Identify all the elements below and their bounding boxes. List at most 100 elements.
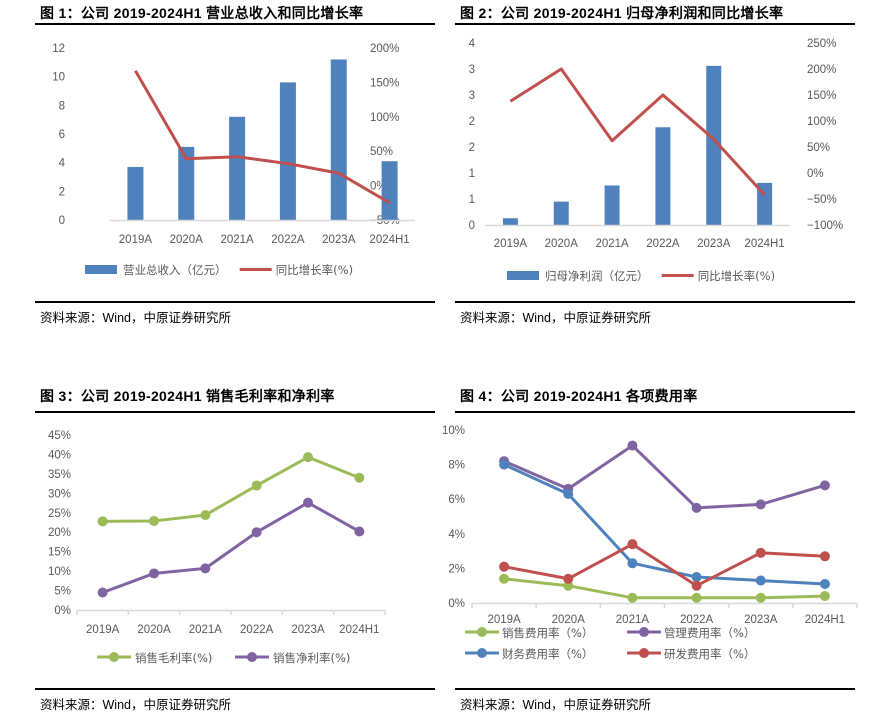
y-left-tick-label: 2 — [469, 142, 475, 154]
y-left-tick-label: 8 — [59, 100, 65, 112]
y-right-tick-label: 150% — [370, 77, 399, 89]
figure-2-chart: 0 1 1 2 2 3 3 4 −100% −50% 0% 50% 100% 150% 200% 250% 20… — [469, 38, 844, 283]
data-point-2023A — [303, 452, 313, 463]
bar-2021A — [604, 185, 620, 225]
growth-rate-line — [509, 67, 766, 196]
bar-2021A — [229, 116, 246, 220]
x-tick-label: 2019A — [487, 614, 521, 626]
data-point-2022A — [691, 580, 702, 591]
figure-1-chart: 024681012−50%0%50%100%150%200%2019A2020A… — [52, 43, 415, 277]
bar-2019A — [502, 218, 518, 225]
y-right-tick-label: 150% — [807, 90, 836, 102]
y-left-tick-label: 0 — [59, 215, 65, 227]
y-left-tick-label: 1 — [469, 168, 475, 180]
x-tick-label: 2021A — [595, 238, 629, 250]
bar-2020A — [553, 201, 569, 225]
data-point-2022A — [251, 480, 262, 491]
bar-2023A — [330, 59, 347, 220]
figure-3-top-rule — [35, 411, 435, 413]
data-point-2021A — [627, 558, 638, 569]
figure-2-source: 资料来源：Wind，中原证券研究所 — [460, 311, 651, 325]
y-left-tick-label: 3 — [469, 90, 475, 102]
y-tick-label: 0% — [448, 598, 465, 610]
figure-1-bottom-rule — [35, 301, 435, 303]
y-right-tick-label: 250% — [807, 38, 836, 50]
data-point-2024H1 — [819, 551, 830, 562]
y-tick-label: 10% — [442, 425, 465, 437]
figure-4-title: 图 4：公司 2019-2024H1 各项费用率 — [460, 388, 698, 404]
figure-2-title: 图 2：公司 2019-2024H1 归母净利润和同比增长率 — [460, 5, 784, 21]
figure-1-title: 图 1：公司 2019-2024H1 营业总收入和同比增长率 — [40, 5, 364, 21]
y-left-tick-label: 4 — [469, 38, 476, 50]
y-left-tick-label: 10 — [52, 72, 65, 84]
data-point-2021A — [627, 440, 638, 451]
data-point-2023A — [755, 592, 766, 603]
y-left-tick-label: 2 — [469, 116, 475, 128]
legend-label: 管理费用率（%） — [664, 626, 755, 640]
data-point-2024H1 — [354, 472, 365, 483]
data-point-2022A — [691, 592, 702, 603]
data-point-2020A — [563, 580, 574, 591]
data-point-2019A — [499, 561, 510, 572]
bar-2024H1 — [757, 182, 773, 225]
x-tick-label: 2021A — [220, 234, 254, 246]
y-tick-label: 15% — [48, 547, 71, 559]
series-line-3 — [503, 542, 825, 588]
legend-label: 研发费用率（%） — [664, 647, 755, 661]
x-tick-label: 2021A — [189, 624, 223, 636]
y-tick-label: 0% — [54, 605, 71, 617]
data-point-2022A — [691, 502, 702, 513]
y-right-tick-label: −100% — [807, 220, 843, 232]
legend-bar-swatch — [507, 271, 539, 280]
x-tick-label: 2022A — [271, 234, 305, 246]
y-right-tick-label: 100% — [370, 112, 399, 124]
figure-3-chart: 0% 5% 10% 15% 20% 25% 30% 35% 40% 45% 2019A 2020A 20… — [48, 430, 386, 665]
y-tick-label: 5% — [54, 586, 71, 598]
y-right-tick-label: 200% — [370, 43, 399, 55]
x-tick-label: 2024H1 — [369, 234, 409, 246]
legend-line-label: 同比增长率(%) — [276, 263, 353, 277]
legend-bar-swatch — [85, 265, 117, 274]
y-tick-label: 40% — [48, 449, 71, 461]
bar-2023A — [706, 65, 722, 225]
legend-swatch-marker — [109, 652, 119, 662]
legend-swatch-marker — [639, 627, 649, 637]
y-left-tick-label: 2 — [59, 186, 65, 198]
y-tick-label: 20% — [48, 527, 71, 539]
y-tick-label: 4% — [448, 529, 465, 541]
bar-2019A — [127, 166, 144, 220]
data-point-2020A — [563, 573, 574, 584]
data-point-2024H1 — [819, 591, 830, 602]
y-tick-label: 2% — [448, 563, 465, 575]
y-left-tick-label: 6 — [59, 129, 65, 141]
x-tick-label: 2023A — [291, 624, 325, 636]
growth-rate-line — [134, 69, 391, 205]
series-line-1 — [102, 501, 361, 594]
y-left-tick-label: 12 — [52, 43, 65, 55]
legend-label: 销售费用率（%） — [502, 626, 593, 640]
legend-line-label: 同比增长率(%) — [698, 269, 775, 283]
y-left-tick-label: 4 — [59, 158, 66, 170]
data-point-2022A — [251, 527, 262, 538]
data-point-2024H1 — [354, 526, 365, 537]
legend-bar-label: 归母净利润（亿元） — [545, 269, 649, 283]
y-tick-label: 25% — [48, 508, 71, 520]
data-point-2024H1 — [819, 578, 830, 589]
data-point-2019A — [499, 459, 510, 470]
y-left-tick-label: 0 — [469, 220, 475, 232]
bar-2022A — [655, 127, 671, 225]
data-point-2019A — [97, 587, 108, 598]
legend-label: 财务费用率（%） — [502, 647, 593, 661]
figure-4-chart: 0% 2% 4% 6% 8% 10% 2019A 2020A 2021A 2022A 2023A 20… — [442, 425, 858, 661]
data-point-2021A — [627, 539, 638, 550]
data-point-2023A — [755, 575, 766, 586]
data-point-2024H1 — [819, 480, 830, 491]
legend-swatch-marker — [639, 648, 649, 658]
data-point-2022A — [691, 572, 702, 583]
x-tick-label: 2020A — [545, 238, 579, 250]
y-tick-label: 10% — [48, 566, 71, 578]
y-right-tick-label: 200% — [807, 64, 836, 76]
x-tick-label: 2022A — [240, 624, 274, 636]
legend-swatch-marker — [477, 648, 487, 658]
y-left-tick-label: 1 — [469, 194, 475, 206]
